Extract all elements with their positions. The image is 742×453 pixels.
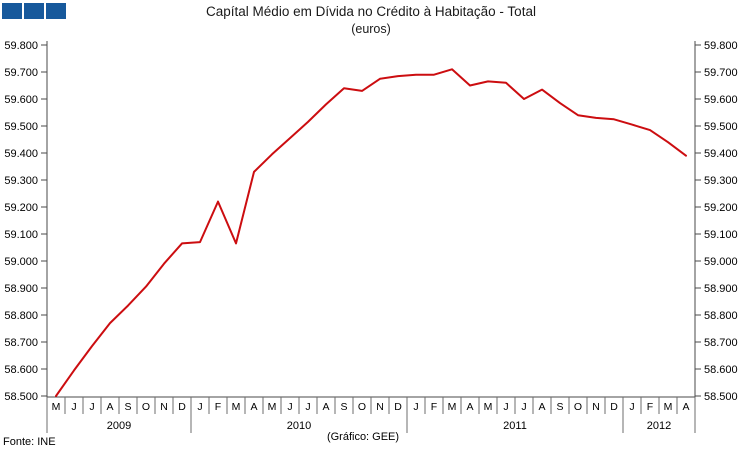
y-tick-label-right: 59.800 <box>704 40 738 52</box>
month-label: J <box>89 401 94 413</box>
y-tick-label-right: 59.500 <box>704 121 738 133</box>
y-tick-label-right: 59.200 <box>704 202 738 214</box>
month-label: A <box>682 401 689 413</box>
month-label: J <box>629 401 634 413</box>
y-tick-label-right: 59.100 <box>704 229 738 241</box>
month-label: M <box>268 401 277 413</box>
y-tick-label-right: 59.700 <box>704 67 738 79</box>
month-label: D <box>178 401 186 413</box>
y-tick-label-left: 58.900 <box>4 283 38 295</box>
y-tick-label-right: 58.600 <box>704 364 738 376</box>
y-tick-label-right: 59.000 <box>704 256 738 268</box>
month-label: O <box>574 401 582 413</box>
month-label: M <box>232 401 241 413</box>
credit-label: (Gráfico: GEE) <box>326 431 400 443</box>
chart-subtitle: (euros) <box>351 22 391 36</box>
y-tick-label-left: 59.300 <box>4 175 38 187</box>
month-label: J <box>521 401 526 413</box>
year-label: 2011 <box>503 420 527 432</box>
year-label: 2009 <box>107 420 131 432</box>
month-label: N <box>592 401 600 413</box>
y-tick-label-left: 58.600 <box>4 364 38 376</box>
y-tick-label-right: 58.700 <box>704 337 738 349</box>
chart-title: Capítal Médio em Dívida no Crédito à Hab… <box>206 4 536 19</box>
month-label: A <box>322 401 329 413</box>
month-label: A <box>538 401 545 413</box>
month-label: J <box>305 401 310 413</box>
month-label: O <box>142 401 150 413</box>
month-label: M <box>448 401 457 413</box>
month-label: M <box>52 401 61 413</box>
y-tick-label-left: 59.800 <box>4 40 38 52</box>
y-tick-label-left: 59.200 <box>4 202 38 214</box>
data-line <box>55 68 687 397</box>
month-label: J <box>197 401 202 413</box>
month-label: N <box>376 401 384 413</box>
month-label: F <box>215 401 221 413</box>
month-label: A <box>466 401 473 413</box>
y-tick-label-right: 59.400 <box>704 148 738 160</box>
month-label: N <box>160 401 168 413</box>
logo-square <box>46 3 66 19</box>
y-tick-label-left: 58.800 <box>4 310 38 322</box>
month-label: F <box>431 401 437 413</box>
month-label: J <box>287 401 292 413</box>
y-tick-label-left: 58.500 <box>4 391 38 403</box>
y-tick-label-right: 59.300 <box>704 175 738 187</box>
y-tick-label-left: 59.500 <box>4 121 38 133</box>
y-tick-label-left: 59.400 <box>4 148 38 160</box>
month-label: A <box>106 401 113 413</box>
logo-square <box>2 3 22 19</box>
year-label: 2012 <box>647 420 671 432</box>
month-label: J <box>413 401 418 413</box>
month-label: J <box>503 401 508 413</box>
y-tick-label-left: 58.700 <box>4 337 38 349</box>
y-tick-label-left: 59.600 <box>4 94 38 106</box>
month-label: J <box>71 401 76 413</box>
y-tick-label-right: 59.600 <box>704 94 738 106</box>
month-label: S <box>340 401 347 413</box>
logo <box>2 3 66 19</box>
y-tick-label-right: 58.500 <box>704 391 738 403</box>
y-tick-label-left: 59.000 <box>4 256 38 268</box>
y-tick-label-right: 58.900 <box>704 283 738 295</box>
logo-square <box>24 3 44 19</box>
y-tick-label-right: 58.800 <box>704 310 738 322</box>
month-label: D <box>610 401 618 413</box>
month-label: D <box>394 401 402 413</box>
y-tick-label-left: 59.100 <box>4 229 38 241</box>
y-tick-label-left: 59.700 <box>4 67 38 79</box>
month-label: F <box>647 401 653 413</box>
source-label: Fonte: INE <box>3 436 56 448</box>
month-label: O <box>358 401 366 413</box>
month-label: S <box>124 401 131 413</box>
month-label: S <box>556 401 563 413</box>
month-label: A <box>250 401 257 413</box>
month-label: M <box>484 401 493 413</box>
month-label: M <box>664 401 673 413</box>
year-label: 2010 <box>287 420 311 432</box>
